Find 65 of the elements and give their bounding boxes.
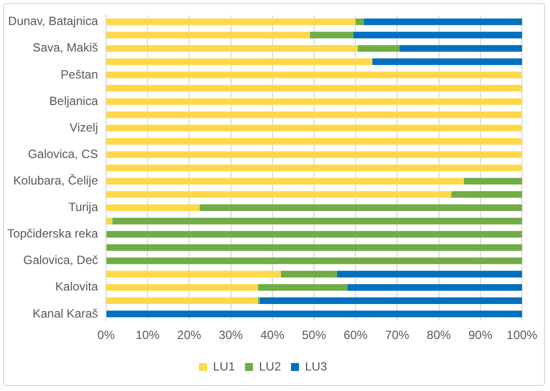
bar bbox=[106, 204, 200, 212]
bar bbox=[106, 151, 522, 158]
bar bbox=[106, 32, 310, 38]
y-tick-label: Galovica, CS bbox=[28, 146, 98, 161]
y-tick-label: Vizelj bbox=[70, 120, 98, 134]
x-tick-label: 60% bbox=[344, 328, 368, 342]
bar bbox=[399, 45, 522, 52]
y-tick-label: Kolubara, Čelije bbox=[13, 173, 98, 188]
y-tick-label: Beljanica bbox=[49, 94, 98, 108]
bar bbox=[112, 218, 522, 224]
legend-label: LU2 bbox=[258, 359, 282, 374]
x-tick-label: 10% bbox=[136, 328, 160, 342]
x-tick-label: 20% bbox=[177, 328, 202, 342]
y-tick-label: Kalovita bbox=[55, 280, 98, 294]
bar bbox=[106, 138, 522, 145]
bar bbox=[106, 284, 258, 291]
bar bbox=[372, 58, 522, 65]
bar bbox=[106, 72, 522, 78]
bar bbox=[106, 58, 372, 65]
y-tick-label: Peštan bbox=[60, 67, 98, 82]
bar bbox=[106, 84, 522, 92]
bar bbox=[106, 230, 522, 238]
bar bbox=[358, 45, 400, 52]
bar bbox=[106, 270, 281, 278]
bar bbox=[356, 18, 364, 26]
bar bbox=[310, 32, 354, 38]
bar bbox=[106, 310, 522, 318]
bar bbox=[347, 284, 522, 291]
bar bbox=[106, 164, 522, 172]
bar bbox=[106, 244, 522, 251]
x-tick-label: 100% bbox=[506, 328, 538, 342]
bar bbox=[106, 18, 356, 26]
bar bbox=[106, 45, 358, 52]
x-tick-label: 0% bbox=[97, 328, 115, 342]
legend-label: LU3 bbox=[305, 359, 328, 374]
bar bbox=[260, 297, 522, 304]
x-tick-label: 70% bbox=[385, 328, 410, 342]
x-tick-label: 30% bbox=[218, 328, 244, 342]
y-tick-label: Turija bbox=[68, 200, 98, 214]
x-tick-label: 40% bbox=[260, 328, 285, 342]
bar bbox=[258, 284, 348, 291]
bar bbox=[280, 270, 337, 278]
bar bbox=[106, 297, 258, 304]
x-tick-label: 80% bbox=[426, 328, 452, 342]
x-tick-label: 50% bbox=[302, 328, 326, 342]
bar bbox=[451, 191, 522, 198]
y-tick-label: Kanal Karaš bbox=[32, 306, 98, 320]
bar bbox=[106, 218, 112, 224]
y-tick-label: Galovica, Deč bbox=[23, 253, 98, 268]
bar bbox=[106, 111, 522, 118]
bar bbox=[106, 98, 522, 105]
y-tick-label: Dunav, Batajnica bbox=[8, 14, 98, 28]
bar bbox=[106, 191, 452, 198]
bar bbox=[200, 204, 522, 212]
y-tick-label: Sava, Makiš bbox=[32, 40, 98, 55]
bar bbox=[106, 124, 522, 132]
bar bbox=[106, 258, 522, 264]
legend-label: LU1 bbox=[212, 359, 236, 374]
bar bbox=[364, 18, 522, 26]
bar bbox=[464, 178, 522, 184]
bar bbox=[106, 178, 464, 184]
bar bbox=[354, 32, 522, 38]
x-tick-label: 90% bbox=[468, 328, 493, 342]
bar bbox=[336, 270, 522, 278]
y-tick-label: Topčiderska reka bbox=[7, 226, 98, 241]
